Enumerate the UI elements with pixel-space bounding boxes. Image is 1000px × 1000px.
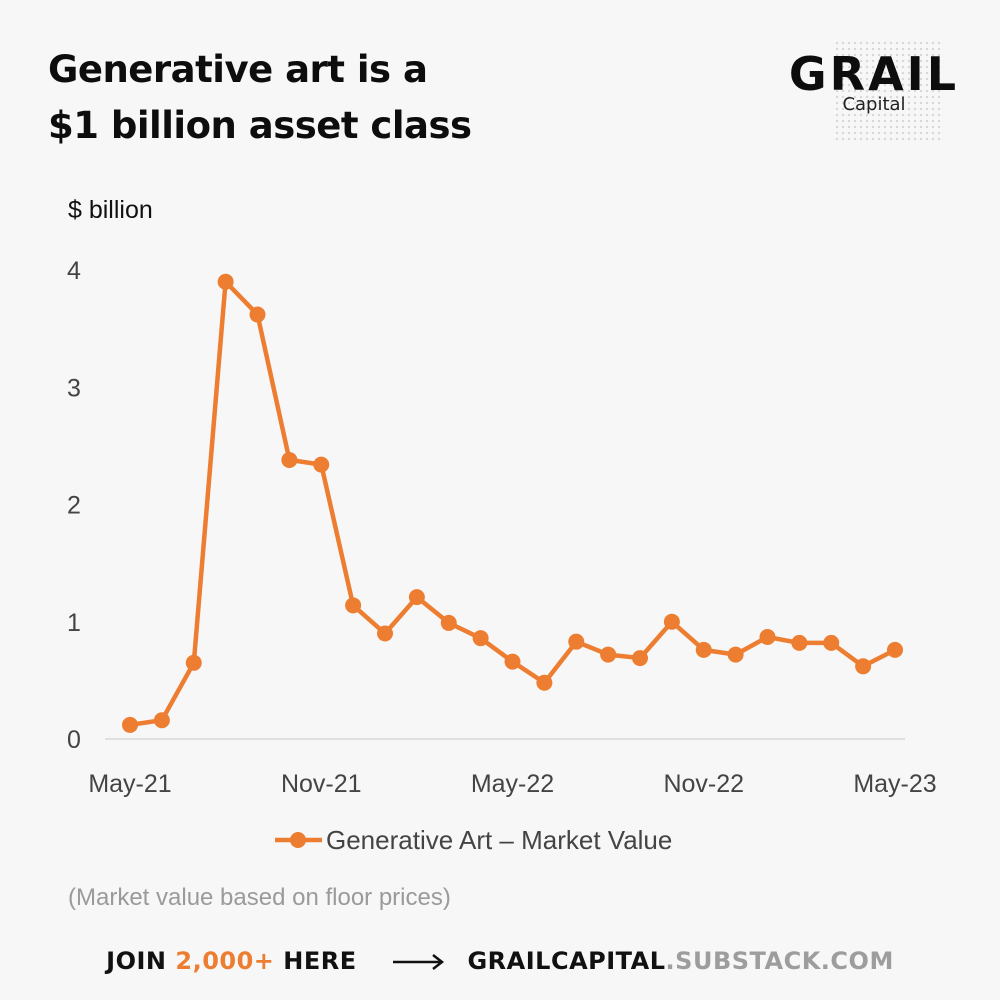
footer-site-tail: .SUBSTACK.COM (665, 947, 894, 975)
data-point (217, 273, 234, 290)
title-line-1: Generative art is a (48, 48, 428, 91)
chart-footnote: (Market value based on floor prices) (68, 884, 451, 911)
data-point (281, 451, 298, 468)
legend-marker (290, 832, 306, 848)
logo-wordmark: GRAIL (788, 47, 960, 101)
data-point (345, 597, 362, 614)
logo-subtitle: Capital (842, 94, 906, 115)
y-tick-label: 1 (67, 609, 81, 637)
footer-site-link[interactable]: GRAILCAPITAL.SUBSTACK.COM (467, 947, 893, 975)
data-point (759, 628, 776, 645)
data-point (727, 646, 744, 663)
data-point (185, 654, 202, 671)
page-title: Generative art is a $1 billion asset cla… (48, 42, 472, 154)
footer-join-prefix: JOIN (106, 947, 167, 975)
data-point (504, 653, 521, 670)
y-tick-label: 2 (67, 492, 81, 520)
data-point (440, 614, 457, 631)
footer-join-count: 2,000+ (175, 947, 275, 975)
data-point (663, 613, 680, 630)
footer-cta: JOIN 2,000+ HERE GRAILCAPITAL.SUBSTACK.C… (0, 947, 1000, 975)
data-point (600, 646, 617, 663)
x-tick-label: May-23 (853, 770, 936, 798)
data-point (313, 456, 330, 473)
x-tick-label: May-22 (471, 770, 554, 798)
y-tick-label: 0 (67, 726, 81, 754)
title-line-2: $1 billion asset class (48, 104, 472, 147)
data-point (568, 633, 585, 650)
logo-dot-pattern (834, 40, 944, 140)
legend-label: Generative Art – Market Value (326, 825, 672, 855)
data-point (153, 712, 170, 729)
data-point (472, 630, 489, 647)
data-point (695, 641, 712, 658)
x-tick-label: May-21 (88, 770, 171, 798)
y-axis-label: $ billion (68, 196, 153, 224)
footer-join-suffix: HERE (283, 947, 357, 975)
data-point (823, 634, 840, 651)
data-point (408, 589, 425, 606)
data-point (887, 641, 903, 658)
data-point (249, 306, 266, 323)
chart-container: $ billion 0 1 2 3 4 May-21 Nov-21 May-22 Nov-22 Ma… (0, 180, 1000, 880)
footer-site-main: GRAILCAPITAL (467, 947, 666, 975)
x-tick-label: Nov-22 (663, 770, 744, 798)
y-tick-label: 4 (67, 257, 81, 285)
data-point (122, 716, 138, 733)
grail-capital-logo: GRAIL Capital (784, 40, 964, 140)
market-value-chart: $ billion 0 1 2 3 4 May-21 Nov-21 May-22 Nov-22 Ma… (67, 196, 937, 855)
data-point (791, 634, 808, 651)
arrow-right-icon (393, 954, 445, 970)
y-tick-label: 3 (67, 374, 81, 402)
x-tick-label: Nov-21 (281, 770, 362, 798)
data-point (855, 658, 872, 675)
data-point (536, 674, 553, 691)
data-point (377, 625, 393, 642)
data-point (632, 650, 648, 667)
